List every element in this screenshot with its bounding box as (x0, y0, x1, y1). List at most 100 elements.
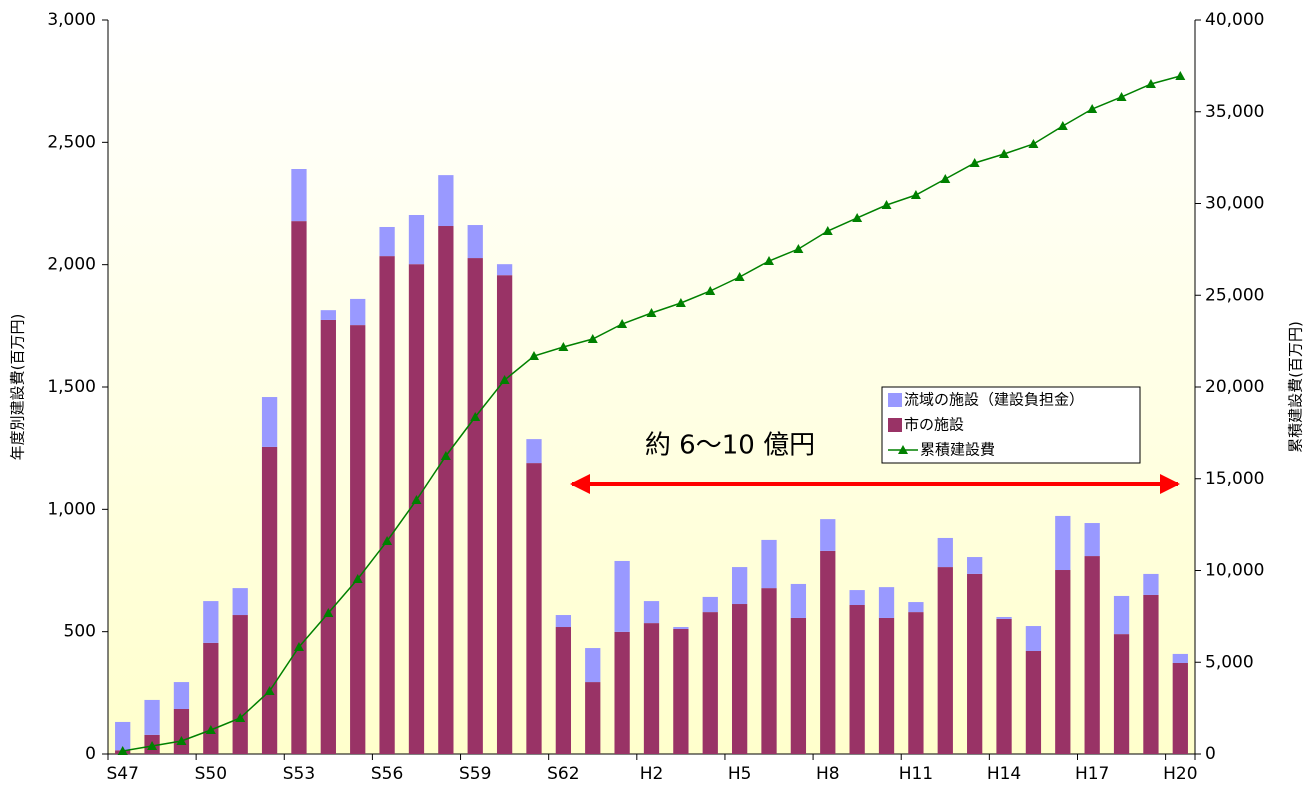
line-marker (382, 535, 393, 545)
x-tick-label: H5 (728, 764, 752, 784)
line-marker (176, 736, 187, 746)
bar (467, 258, 483, 754)
bar (937, 537, 953, 568)
bar (996, 618, 1012, 754)
y-tick-label: 1,500 (47, 377, 96, 397)
y-tick-label: 500 (64, 622, 96, 642)
line-marker (587, 333, 598, 343)
line-marker (264, 686, 275, 696)
bar (761, 539, 777, 589)
line-marker (117, 746, 128, 756)
legend-label: 流域の施設（建設負担金） (904, 391, 1084, 409)
bar (320, 319, 336, 754)
x-tick-label: S59 (459, 764, 491, 784)
line-marker (205, 724, 216, 734)
line-marker (940, 174, 951, 184)
bar (350, 298, 366, 326)
line-marker (558, 341, 569, 351)
bar (702, 612, 718, 754)
line-marker (1057, 121, 1068, 131)
y-tick-label: 2,500 (47, 132, 96, 152)
legend-swatch (898, 445, 908, 454)
line-marker (528, 351, 539, 361)
bar (1113, 595, 1130, 635)
line-marker (617, 319, 628, 329)
x-tick-label: H17 (1075, 764, 1109, 784)
bar (232, 615, 248, 754)
bar (1172, 662, 1188, 754)
line-marker (352, 573, 363, 583)
legend-label: 累積建設費 (920, 441, 995, 459)
bar (878, 587, 895, 618)
line-marker (764, 256, 775, 266)
bar (614, 631, 630, 754)
bar (261, 397, 278, 447)
bar (350, 325, 366, 754)
y2-tick-label: 35,000 (1205, 102, 1264, 122)
bar (996, 616, 1012, 619)
bar (1143, 594, 1159, 754)
bar (173, 682, 190, 709)
bar (291, 169, 307, 222)
bar (467, 225, 483, 259)
bar (320, 310, 336, 320)
bar (1025, 626, 1042, 651)
line-marker (999, 148, 1010, 158)
line-marker (411, 494, 422, 504)
bar (585, 648, 601, 683)
y-axis-label: 年度別建設費(百万円) (9, 314, 27, 461)
bar (526, 439, 542, 464)
bar (967, 557, 983, 574)
x-tick-label: H11 (899, 764, 933, 784)
line-marker (1087, 103, 1098, 113)
bar (849, 604, 865, 754)
bar (908, 602, 924, 613)
bar (438, 226, 454, 754)
y-tick-label: 2,000 (47, 255, 96, 275)
y-tick-label: 3,000 (47, 10, 96, 30)
bar (820, 519, 836, 551)
bar (1113, 634, 1130, 754)
bar (849, 590, 865, 605)
bar (673, 627, 689, 629)
y2-axis-label: 累積建設費(百万円) (1287, 321, 1305, 453)
bar (967, 573, 983, 754)
bar (115, 721, 131, 751)
bar (761, 588, 777, 754)
y2-tick-label: 5,000 (1205, 652, 1254, 672)
line-marker (969, 158, 980, 168)
annotation: 約 6～10 億円 (645, 431, 815, 461)
bar (496, 264, 513, 276)
bar (820, 550, 836, 754)
y2-tick-label: 15,000 (1205, 469, 1264, 489)
y-tick-label: 1,000 (47, 499, 96, 519)
bar (379, 226, 395, 257)
bar (731, 567, 748, 605)
legend-swatch (888, 418, 902, 432)
x-tick-label: S50 (195, 764, 227, 784)
bar (496, 275, 513, 754)
bar (1084, 556, 1100, 754)
bar (643, 601, 660, 624)
line-marker (147, 740, 158, 750)
bar (203, 642, 219, 754)
line-marker (1116, 91, 1127, 101)
line-marker (705, 285, 716, 295)
line-marker (235, 712, 246, 722)
x-tick-label: H2 (640, 764, 664, 784)
line-marker (470, 412, 481, 422)
bar (908, 612, 924, 754)
bar (232, 588, 248, 616)
bar (790, 617, 807, 754)
bar (643, 623, 660, 754)
x-tick-label: S53 (283, 764, 315, 784)
legend-label: 市の施設 (904, 416, 964, 434)
bar (731, 604, 748, 754)
line-marker (440, 450, 451, 460)
y-tick-label: 0 (85, 744, 96, 764)
bar (878, 617, 895, 754)
line-marker (675, 297, 686, 307)
bar (261, 446, 278, 754)
line-marker (1175, 71, 1186, 81)
